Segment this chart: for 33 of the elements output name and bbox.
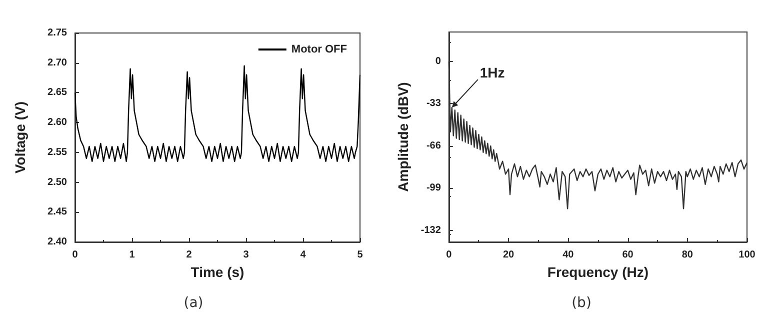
x-tick-label: 4 — [300, 250, 306, 260]
y-axis-title: Voltage (V) — [12, 101, 28, 174]
y-tick-label: 2.55 — [48, 146, 68, 158]
y-tick-label: 2.40 — [48, 236, 68, 248]
y-axis-title: Amplitude (dBV) — [395, 82, 411, 192]
y-tick-label: 0 — [435, 56, 442, 67]
annotation: 1Hz — [480, 64, 505, 81]
y-tick-label: -33 — [426, 98, 442, 110]
y-tick-label: 2.50 — [48, 176, 68, 188]
x-tick-label: 2 — [186, 250, 192, 260]
y-tick-label: 2.60 — [48, 117, 68, 128]
x-tick-label: 3 — [243, 250, 250, 260]
x-tick-label: 5 — [357, 250, 364, 260]
legend-label: Motor OFF — [291, 44, 348, 56]
y-tick-label: 2.75 — [48, 28, 68, 38]
x-tick-label: 80 — [682, 250, 694, 260]
x-tick-label: 100 — [738, 250, 756, 260]
x-tick-label: 20 — [502, 250, 515, 260]
text: (a) — [184, 295, 204, 311]
text: (b) — [572, 295, 592, 311]
x-tick-label: 60 — [622, 250, 634, 260]
y-tick-label: 2.45 — [48, 206, 68, 218]
x-tick-label: 0 — [72, 250, 78, 260]
x-tick-label: 40 — [562, 250, 574, 260]
y-tick-label: -132 — [420, 224, 442, 236]
x-axis-title: Time (s) — [190, 264, 244, 280]
x-tick-label: 1 — [129, 250, 136, 260]
x-tick-label: 0 — [446, 250, 452, 260]
x-axis-title: Frequency (Hz) — [547, 264, 649, 280]
y-tick-label: -99 — [426, 182, 442, 194]
y-tick-label: 2.65 — [48, 87, 68, 98]
y-tick-label: 2.70 — [48, 57, 68, 68]
y-tick-label: -66 — [426, 140, 442, 152]
